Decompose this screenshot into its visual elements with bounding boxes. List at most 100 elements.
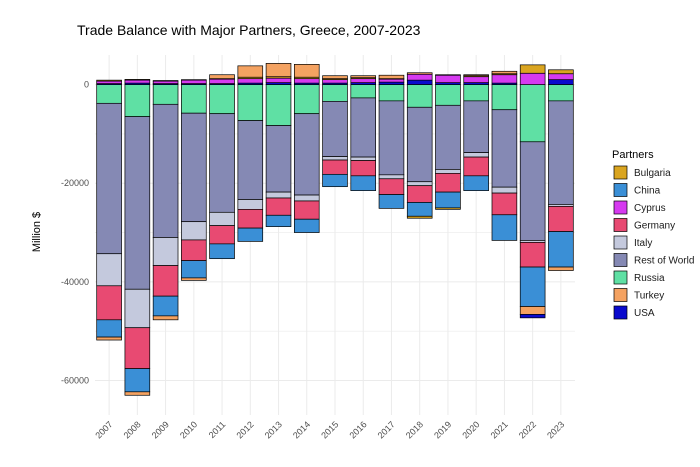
bar-segment-russia (265, 84, 292, 126)
bar-segment-cyprus (463, 76, 489, 83)
bar-segment-rest-of-world (96, 102, 122, 255)
bar-segment-russia (548, 84, 574, 102)
x-tick-label: 2010 (178, 419, 199, 440)
bar-segment-turkey (548, 266, 574, 271)
bar-segment-rest-of-world (237, 120, 264, 200)
bar-segment-rest-of-world (209, 113, 235, 213)
bar-segment-turkey (322, 75, 348, 80)
bar-segment-cyprus (548, 73, 574, 81)
bar-segment-rest-of-world (181, 112, 207, 223)
legend-label: Italy (634, 238, 652, 249)
bar-segment-germany (96, 285, 122, 321)
legend-title: Partners (612, 149, 654, 161)
bar-segment-italy (124, 288, 151, 329)
x-tick-label: 2020 (460, 419, 481, 440)
bar-segment-russia (519, 84, 546, 143)
bar-segment-china (519, 266, 546, 307)
bar-segment-china (350, 175, 377, 191)
bar-segment-rest-of-world (152, 103, 179, 238)
bar-segment-italy (378, 174, 405, 180)
bar-segment-bulgaria (96, 79, 122, 82)
bar-segment-russia (237, 84, 264, 121)
bar-segment-turkey (237, 65, 264, 78)
bar-segment-russia (350, 84, 377, 99)
bar-segment-rest-of-world (463, 100, 489, 153)
bar-segment-italy (237, 199, 264, 210)
bar-segment-rest-of-world (491, 109, 518, 188)
bar-segment-rest-of-world (548, 100, 574, 205)
bar-segment-germany (519, 242, 546, 268)
x-tick-label: 2009 (150, 419, 171, 440)
legend-swatch (613, 200, 628, 215)
bar-segment-bulgaria (124, 79, 151, 81)
bar-segment-turkey (265, 63, 292, 78)
bar-segment-turkey (406, 72, 433, 75)
bar-segment-turkey (124, 391, 151, 396)
x-tick-label: 2016 (347, 419, 368, 440)
bar-segment-turkey (96, 336, 122, 341)
bar-segment-bulgaria (406, 215, 433, 219)
bar-segment-cyprus (237, 78, 264, 84)
y-tick-label: -20000 (61, 178, 89, 188)
x-tick-label: 2015 (319, 419, 340, 440)
legend-swatch (613, 183, 628, 197)
bar-segment-china (124, 368, 151, 393)
x-tick-label: 2008 (122, 419, 143, 440)
bar-segment-china (548, 231, 574, 268)
bar-segment-russia (181, 84, 207, 114)
bar-segment-italy (152, 237, 179, 266)
bar-segment-turkey (463, 74, 489, 77)
bar-segment-turkey (293, 64, 320, 78)
x-tick-label: 2021 (489, 419, 510, 440)
y-tick-label: -40000 (61, 277, 89, 287)
y-axis-ticks: 0 -20000 -40000 -60000 (61, 80, 89, 386)
y-axis-label: Million $ (31, 212, 43, 252)
bar-segment-russia (293, 84, 320, 115)
bar-segment-italy (435, 169, 461, 174)
legend-swatch (613, 235, 628, 250)
legend-label: Russia (634, 273, 665, 284)
bar-segment-china (293, 218, 320, 233)
bar-segment-turkey (378, 74, 405, 80)
legend-label: Turkey (634, 291, 664, 302)
bar-segment-cyprus (350, 78, 377, 83)
bar-segment-turkey (152, 315, 179, 321)
bar-segment-china (96, 319, 122, 338)
legend-label: USA (634, 308, 655, 319)
legend-swatch (613, 270, 628, 285)
bar-segment-usa (378, 81, 405, 85)
bar-segment-china (435, 191, 461, 209)
bar-segment-turkey (209, 74, 235, 80)
bars (96, 63, 574, 396)
bar-segment-china (378, 194, 405, 209)
bar-segment-russia (124, 84, 151, 117)
x-tick-label: 2007 (93, 419, 114, 440)
bar-segment-rest-of-world (406, 106, 433, 183)
bar-segment-germany (350, 160, 377, 177)
x-tick-label: 2018 (404, 419, 425, 440)
bar-segment-turkey (519, 306, 546, 315)
bar-segment-germany (237, 209, 264, 229)
bar-segment-russia (406, 84, 433, 108)
bar-segment-cyprus (293, 78, 320, 84)
bar-segment-italy (406, 181, 433, 187)
bar-segment-germany (293, 200, 320, 220)
bar-segment-bulgaria (519, 64, 546, 74)
bar-segment-bulgaria (435, 207, 461, 210)
bar-segment-china (181, 260, 207, 279)
bar-segment-bulgaria (152, 80, 179, 82)
bar-segment-italy (293, 194, 320, 202)
bar-segment-cyprus (96, 80, 122, 84)
x-axis-ticks: 2007 2008 2009 2010 2011 2012 2013 2014 2015 2016… (93, 419, 566, 440)
x-tick-label: 2019 (432, 419, 453, 440)
bar-segment-china (152, 295, 179, 317)
bar-segment-china (237, 227, 264, 242)
legend-swatch (613, 165, 628, 180)
bar-segment-rest-of-world (378, 100, 405, 176)
bar-segment-germany (152, 265, 179, 297)
bar-segment-russia (463, 84, 489, 102)
bar-segment-russia (378, 84, 405, 102)
bar-segment-rest-of-world (350, 97, 377, 158)
bar-segment-cyprus (209, 78, 235, 84)
